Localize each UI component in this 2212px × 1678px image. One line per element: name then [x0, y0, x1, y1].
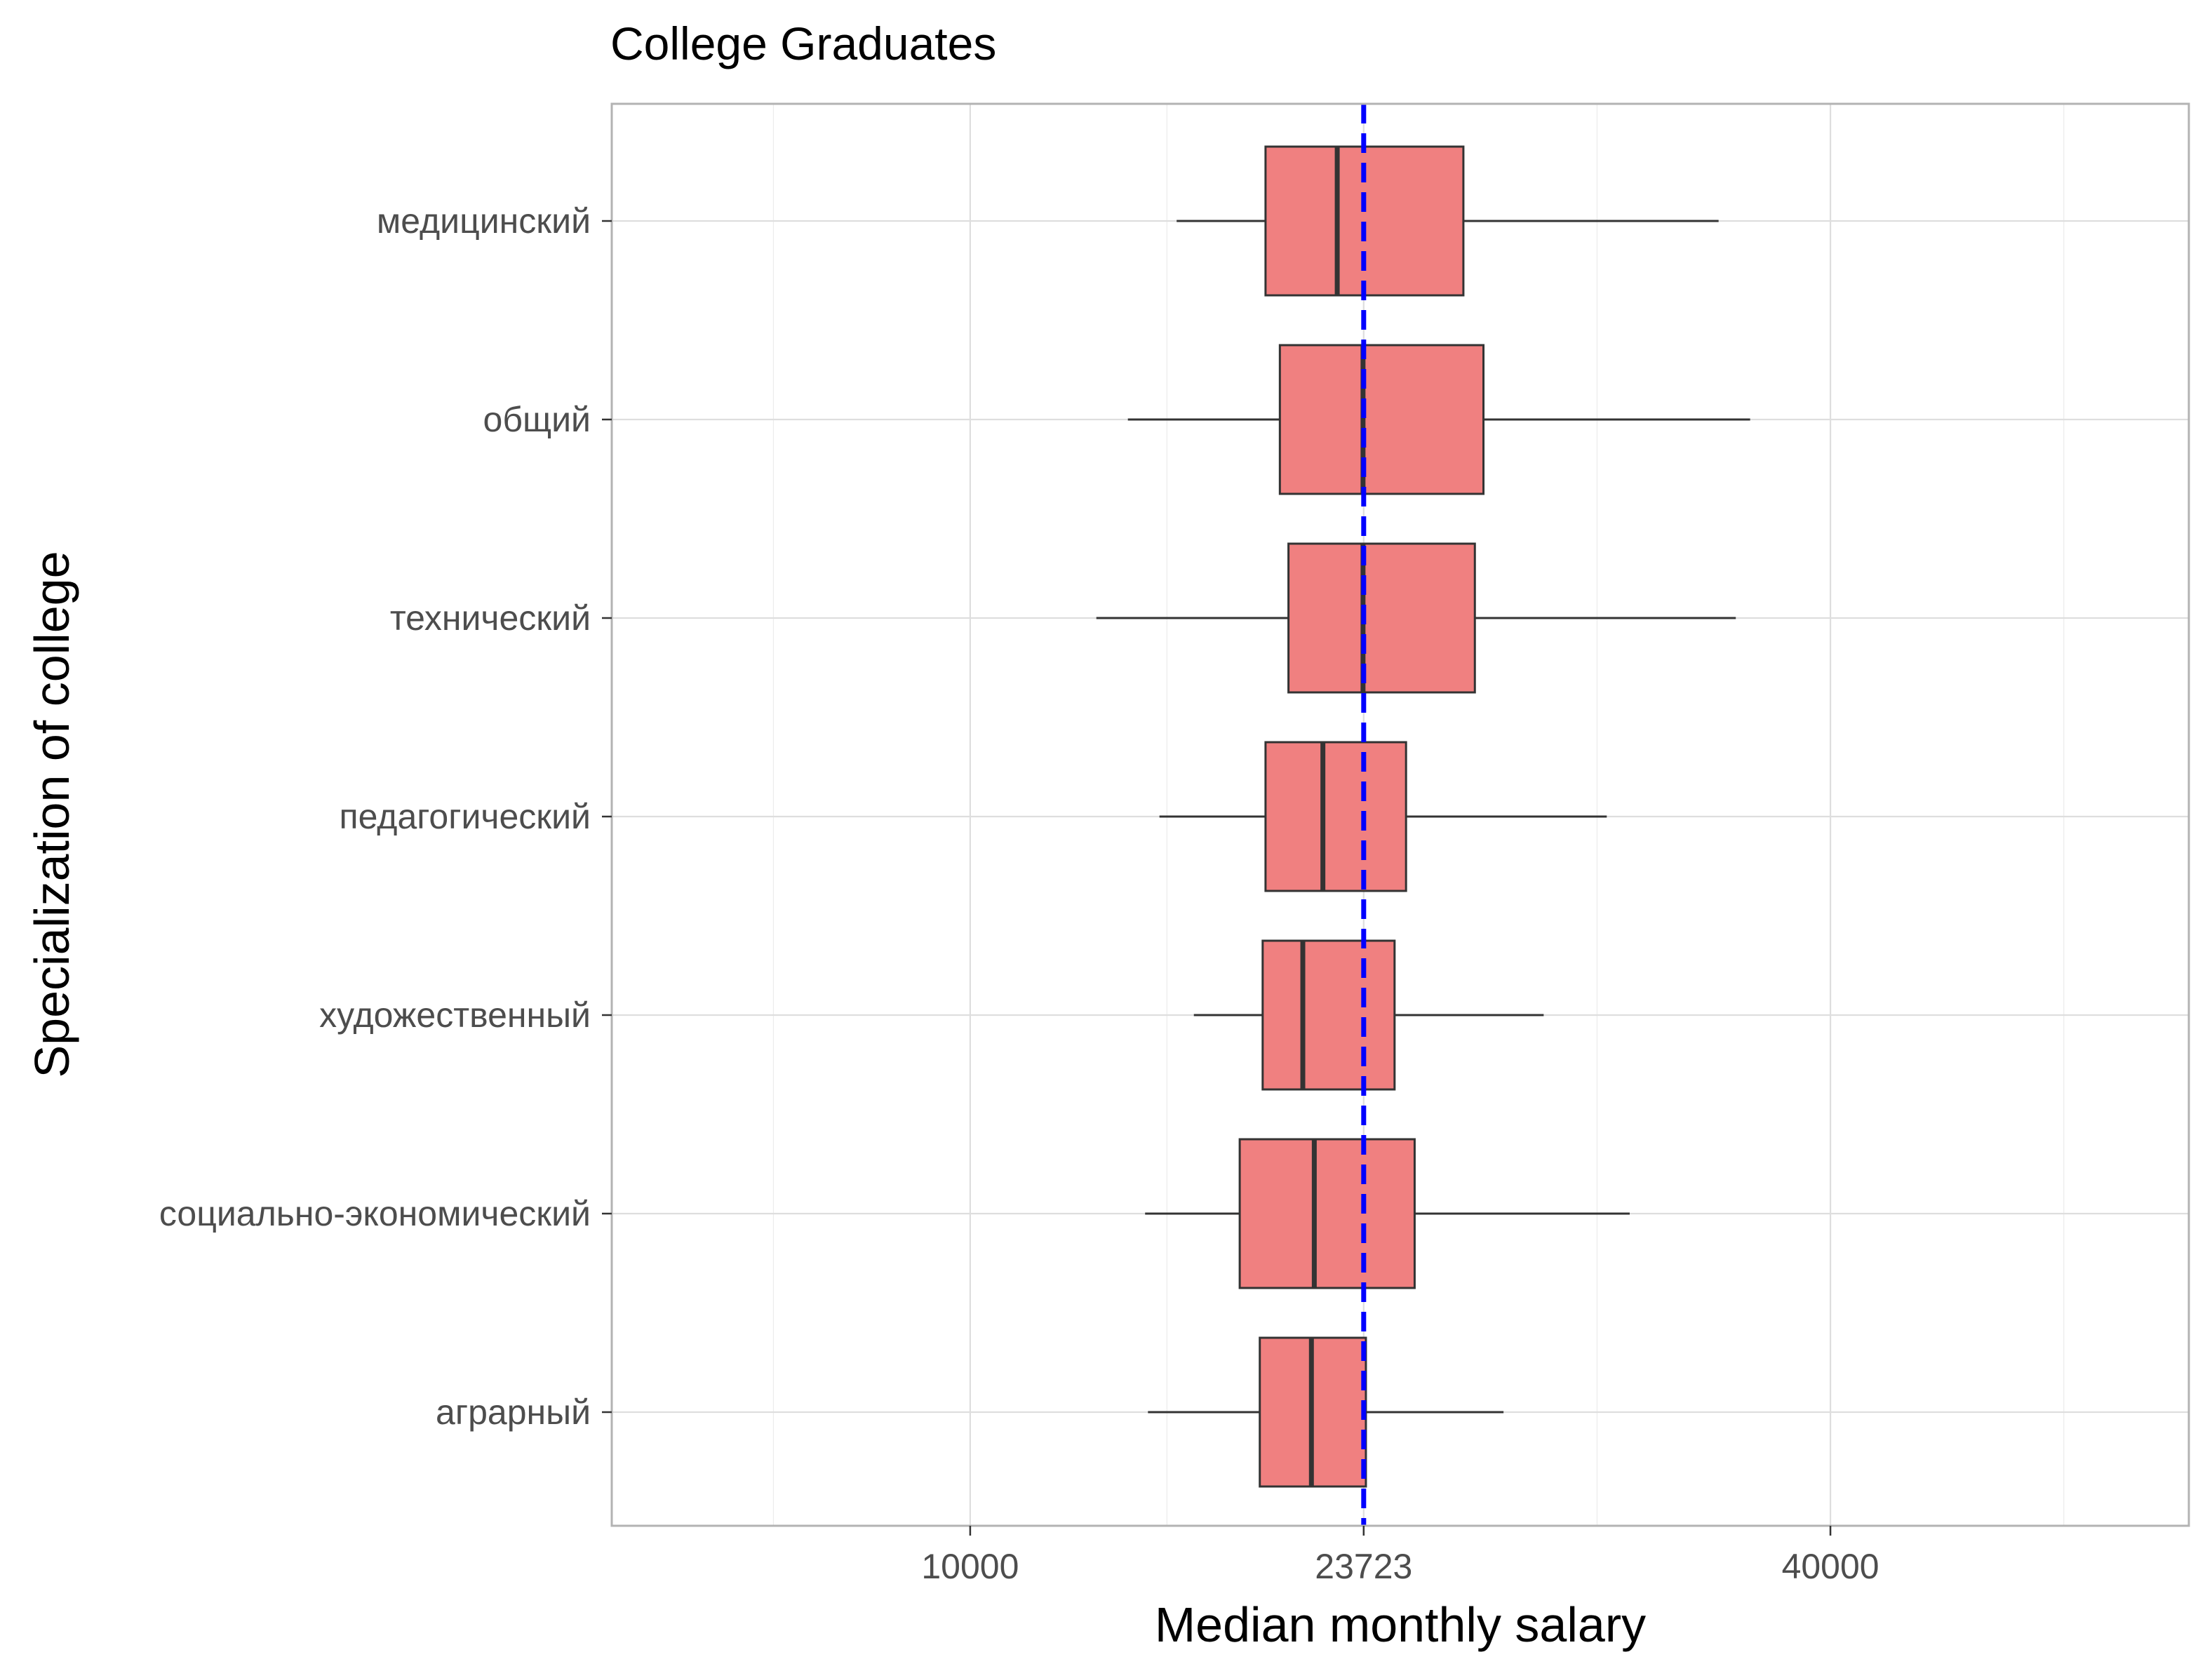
y-tick-label: общий — [483, 400, 591, 439]
box-2 — [1096, 542, 1736, 694]
box-5 — [1145, 1138, 1630, 1289]
box-6 — [1148, 1336, 1504, 1488]
panel-border — [610, 102, 2190, 1527]
chart-title: College Graduates — [610, 18, 996, 69]
y-axis-title: Specialization of college — [25, 551, 79, 1078]
y-tick-label: технический — [390, 598, 591, 638]
axes: медицинский общий технический педагогически… — [159, 201, 1879, 1586]
y-tick-label: художественный — [319, 995, 591, 1035]
x-tick-label: 40000 — [1782, 1547, 1879, 1586]
x-tick-label: 10000 — [921, 1547, 1019, 1586]
y-tick-label: медицинский — [377, 201, 591, 241]
box-1 — [1127, 344, 1750, 495]
box-iqr — [1238, 1138, 1416, 1289]
y-tick-label: аграрный — [436, 1392, 591, 1432]
box-3 — [1159, 741, 1607, 892]
boxes — [1096, 145, 1750, 1488]
box-iqr — [1278, 344, 1485, 495]
y-tick-label: педагогический — [340, 797, 591, 836]
y-tick-label: социально-экономический — [159, 1194, 591, 1233]
box-iqr — [1264, 741, 1407, 892]
box-4 — [1193, 939, 1544, 1091]
box-iqr — [1261, 939, 1396, 1091]
box-iqr — [1287, 542, 1476, 694]
x-axis-title: Median monthly salary — [1155, 1597, 1646, 1652]
x-tick-label: 23723 — [1315, 1547, 1412, 1586]
